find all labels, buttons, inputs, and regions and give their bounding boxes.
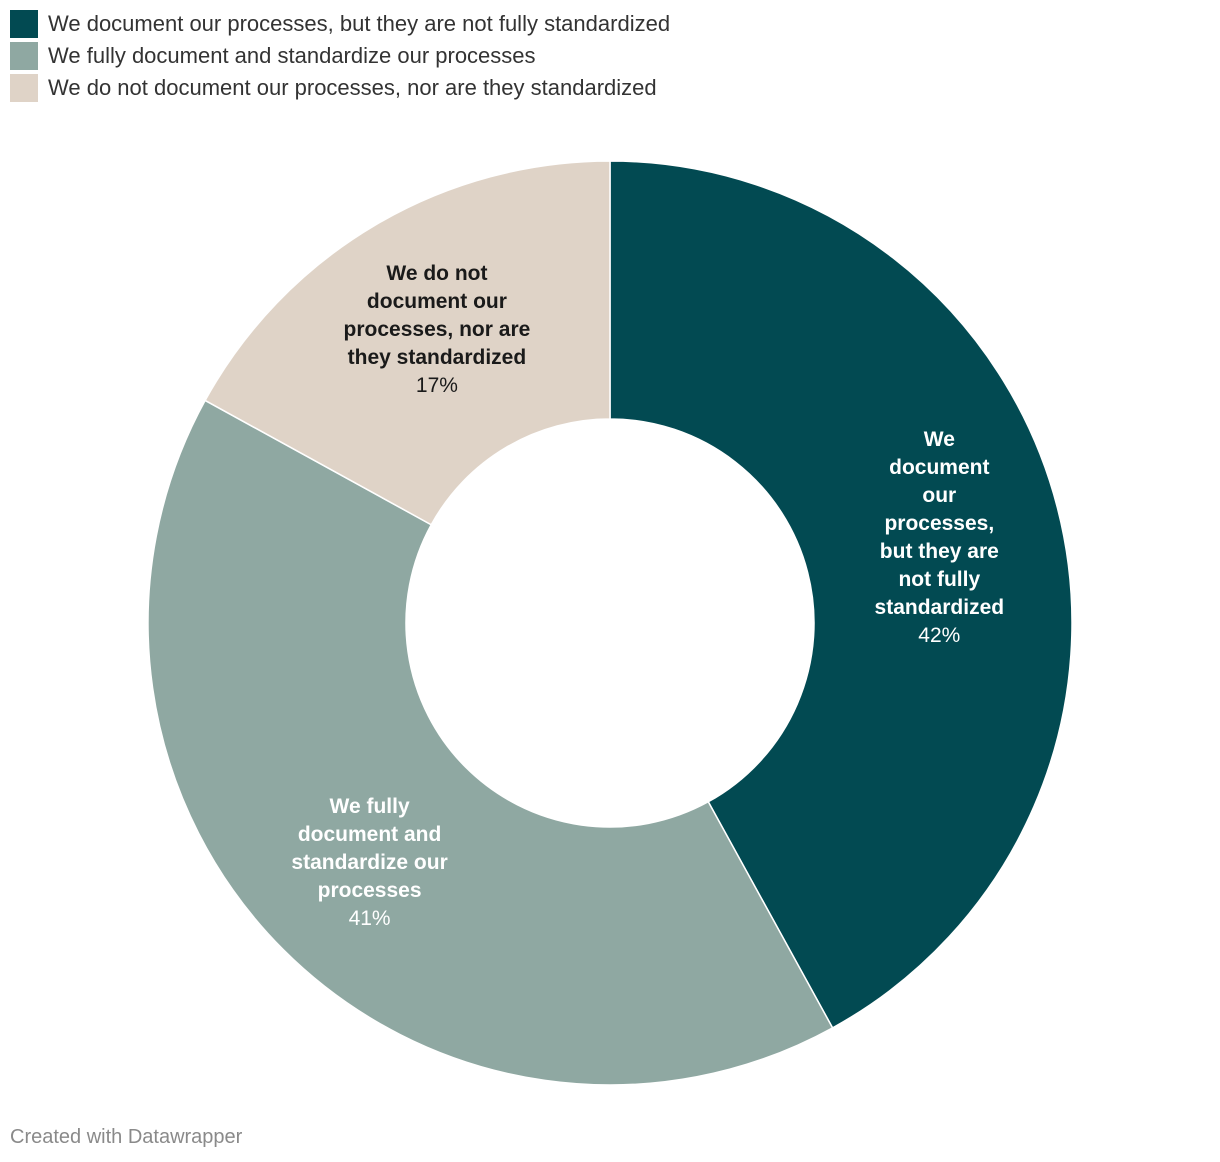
legend-label: We document our processes, but they are … [48, 11, 671, 36]
donut-slice [204, 160, 611, 526]
legend-label: We fully document and standardize our pr… [48, 43, 536, 68]
legend-swatch [10, 10, 38, 38]
slice-label: We do not document our processes, nor are t… [344, 262, 531, 397]
legend-item: We fully document and standardize our pr… [10, 40, 670, 72]
legend-swatch [10, 74, 38, 102]
slice-name-label: document and [298, 823, 442, 846]
slice-name-label: processes, [884, 512, 994, 535]
legend-label: We do not document our processes, nor ar… [48, 75, 657, 100]
legend-swatch [10, 42, 38, 70]
slice-name-label: our [922, 484, 956, 507]
slice-name-label: document our [367, 290, 507, 313]
slice-name-label: We fully [330, 795, 410, 818]
slice-label: We fully document and standardize our proce… [291, 795, 447, 930]
slice-value-label: 42% [918, 624, 960, 647]
slice-name-label: document [889, 456, 989, 479]
legend-item: We do not document our processes, nor ar… [10, 72, 670, 104]
slice-name-label: processes [318, 879, 422, 902]
slice-name-label: they standardized [348, 346, 527, 369]
footer-credit: Created with Datawrapper [10, 1126, 243, 1148]
slice-name-label: not fully [898, 568, 980, 591]
slice-value-label: 41% [349, 907, 391, 930]
legend-item: We document our processes, but they are … [10, 8, 670, 40]
slice-name-label: standardize our [291, 851, 447, 874]
slice-name-label: but they are [880, 540, 999, 563]
donut-slice [147, 399, 834, 1086]
slice-label: We document our processes, but they are not f… [875, 428, 1005, 647]
slice-name-label: standardized [875, 596, 1005, 619]
legend: We document our processes, but they are … [10, 8, 670, 104]
slice-value-label: 17% [416, 374, 458, 397]
slice-name-label: We [924, 428, 955, 451]
slice-name-label: We do not [386, 262, 487, 285]
slice-name-label: processes, nor are [344, 318, 531, 341]
donut-slice [609, 160, 1073, 1029]
